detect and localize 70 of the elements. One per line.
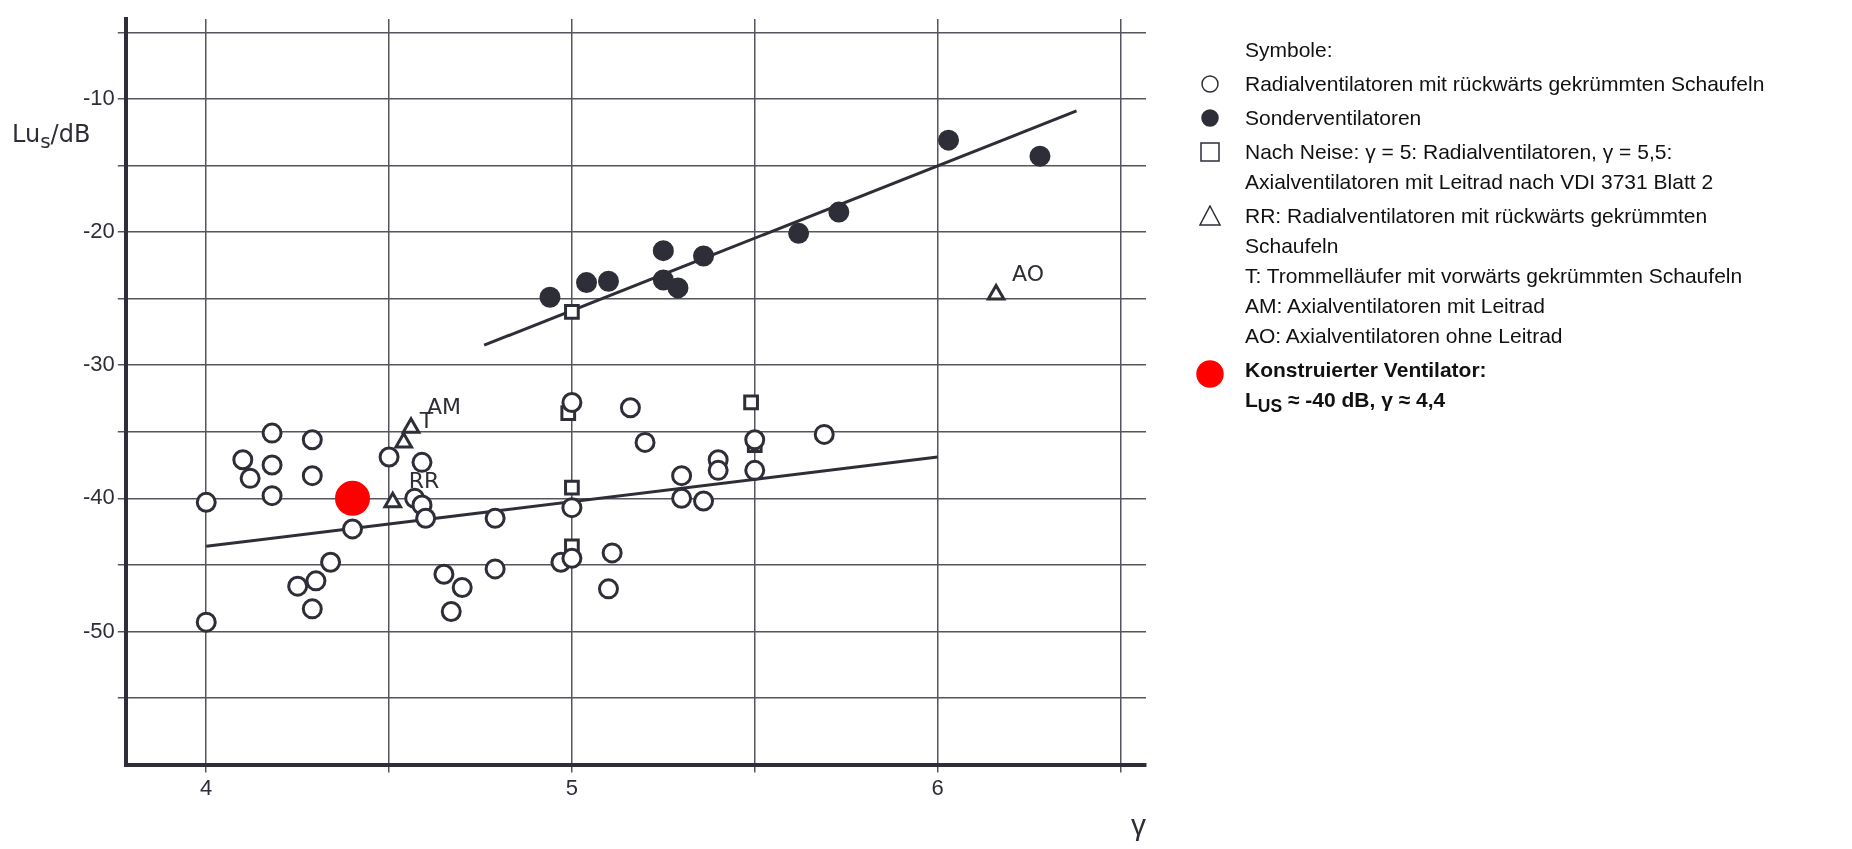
x-tick-label: 6 [931,774,944,800]
point [195,611,217,633]
point [287,575,309,597]
point [195,491,217,513]
point [744,459,766,481]
x-tick-label: 5 [565,774,579,800]
point [539,286,561,308]
point [561,391,583,413]
point [601,542,623,564]
point [232,449,254,471]
point [986,284,1006,301]
point [484,558,506,580]
point [744,429,766,451]
annotation: AO [1012,260,1045,286]
point [415,507,437,529]
point [411,451,433,473]
point [652,269,674,291]
point [667,277,689,299]
point [484,507,506,529]
point [561,547,583,569]
y-tick-label: -10 [83,84,115,110]
point [561,497,583,519]
point [788,222,810,244]
legend-title: Symbole: [1245,37,1334,63]
point [261,422,283,444]
point [634,431,656,453]
point [597,270,619,292]
point [619,397,641,419]
point [813,423,835,445]
point [440,600,462,622]
point [707,459,729,481]
legend-label: Konstruierter Ventilator: L$_{US}$ ≈ -40 dB, γ ≈ 4,4 [1245,357,1488,419]
point [378,446,400,468]
x-tick-label: 4 [200,774,213,800]
point [261,454,283,476]
legend-label: Nach Neise: γ = 5: Radialventilatoren, γ = 5,5: Axialventilatoren mit Leitrad nach VDI 3731 Blatt 2 [1245,139,1715,195]
point [301,429,323,451]
point [938,129,960,151]
point [564,479,580,496]
point [342,518,364,540]
point [652,240,674,262]
point [564,304,580,320]
point [305,570,327,592]
point [320,551,342,573]
y-tick-label: -50 [83,617,115,643]
point [239,467,261,489]
point [301,465,323,487]
point [743,394,759,411]
point [828,201,850,223]
x-axis-title: γ [1131,808,1146,842]
point [261,485,283,507]
point [335,480,371,516]
y-tick-label: -20 [83,218,115,244]
legend-label: Sonderventilatoren [1245,105,1423,131]
point [671,487,693,509]
point [576,272,598,294]
point [693,245,715,267]
legend-label: Radialventilatoren mit rückwärts gekrümmten Schaufeln [1245,71,1766,97]
y-tick-label: -30 [83,351,115,377]
y-tick-label: -40 [83,484,115,510]
legend-label: RR: Radialventilatoren mit rückwärts gekrümmten Schaufeln T: Trommelläufer mit vorwärts gekrümmten Schaufeln AM: Axialventilatoren mit Leitrad AO: Axialventilatoren ohne Leitrad [1245,203,1744,349]
point [451,577,473,599]
point [301,598,323,620]
point [693,490,715,512]
point [597,578,619,600]
point [1029,145,1051,167]
y-axis-title: Lu$_{s}$/dB [12,120,91,153]
point [671,465,693,487]
point [433,563,455,585]
annotation: RR [408,468,440,494]
